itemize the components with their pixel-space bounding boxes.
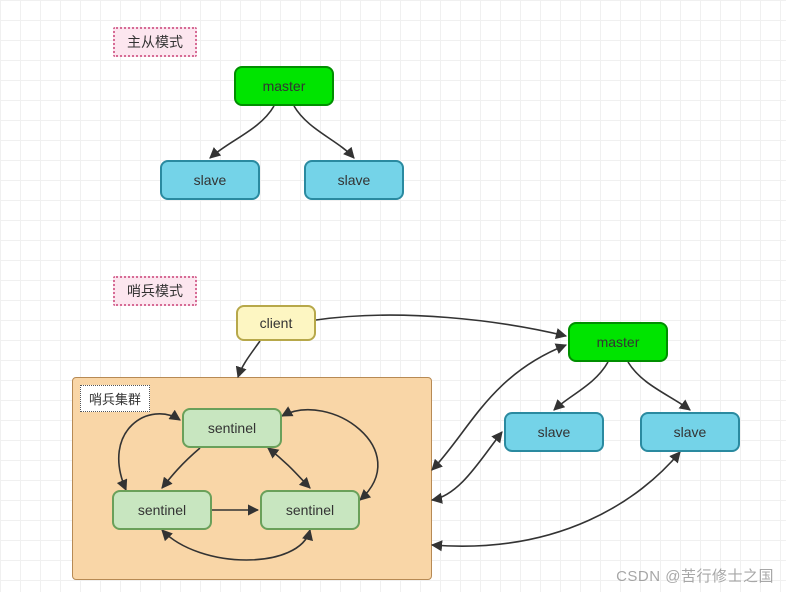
node-label: slave [338,172,371,188]
watermark: CSDN @苦行修士之国 [616,565,774,586]
node-label: sentinel [286,502,334,518]
node-slave-2a: slave [504,412,604,452]
node-label: slave [538,424,571,440]
node-label: client [260,315,293,331]
node-sentinel-bl: sentinel [112,490,212,530]
node-label: master [597,334,640,350]
sentinel-cluster-label: 哨兵集群 [80,385,150,412]
title-master-slave-mode: 主从模式 [113,27,197,57]
node-sentinel-br: sentinel [260,490,360,530]
node-master-2: master [568,322,668,362]
node-sentinel-top: sentinel [182,408,282,448]
node-label: slave [674,424,707,440]
title-sentinel-mode: 哨兵模式 [113,276,197,306]
node-slave-2b: slave [640,412,740,452]
node-slave-1b: slave [304,160,404,200]
node-label: slave [194,172,227,188]
node-label: sentinel [208,420,256,436]
node-client: client [236,305,316,341]
node-label: sentinel [138,502,186,518]
node-label: master [263,78,306,94]
node-master-1: master [234,66,334,106]
node-slave-1a: slave [160,160,260,200]
